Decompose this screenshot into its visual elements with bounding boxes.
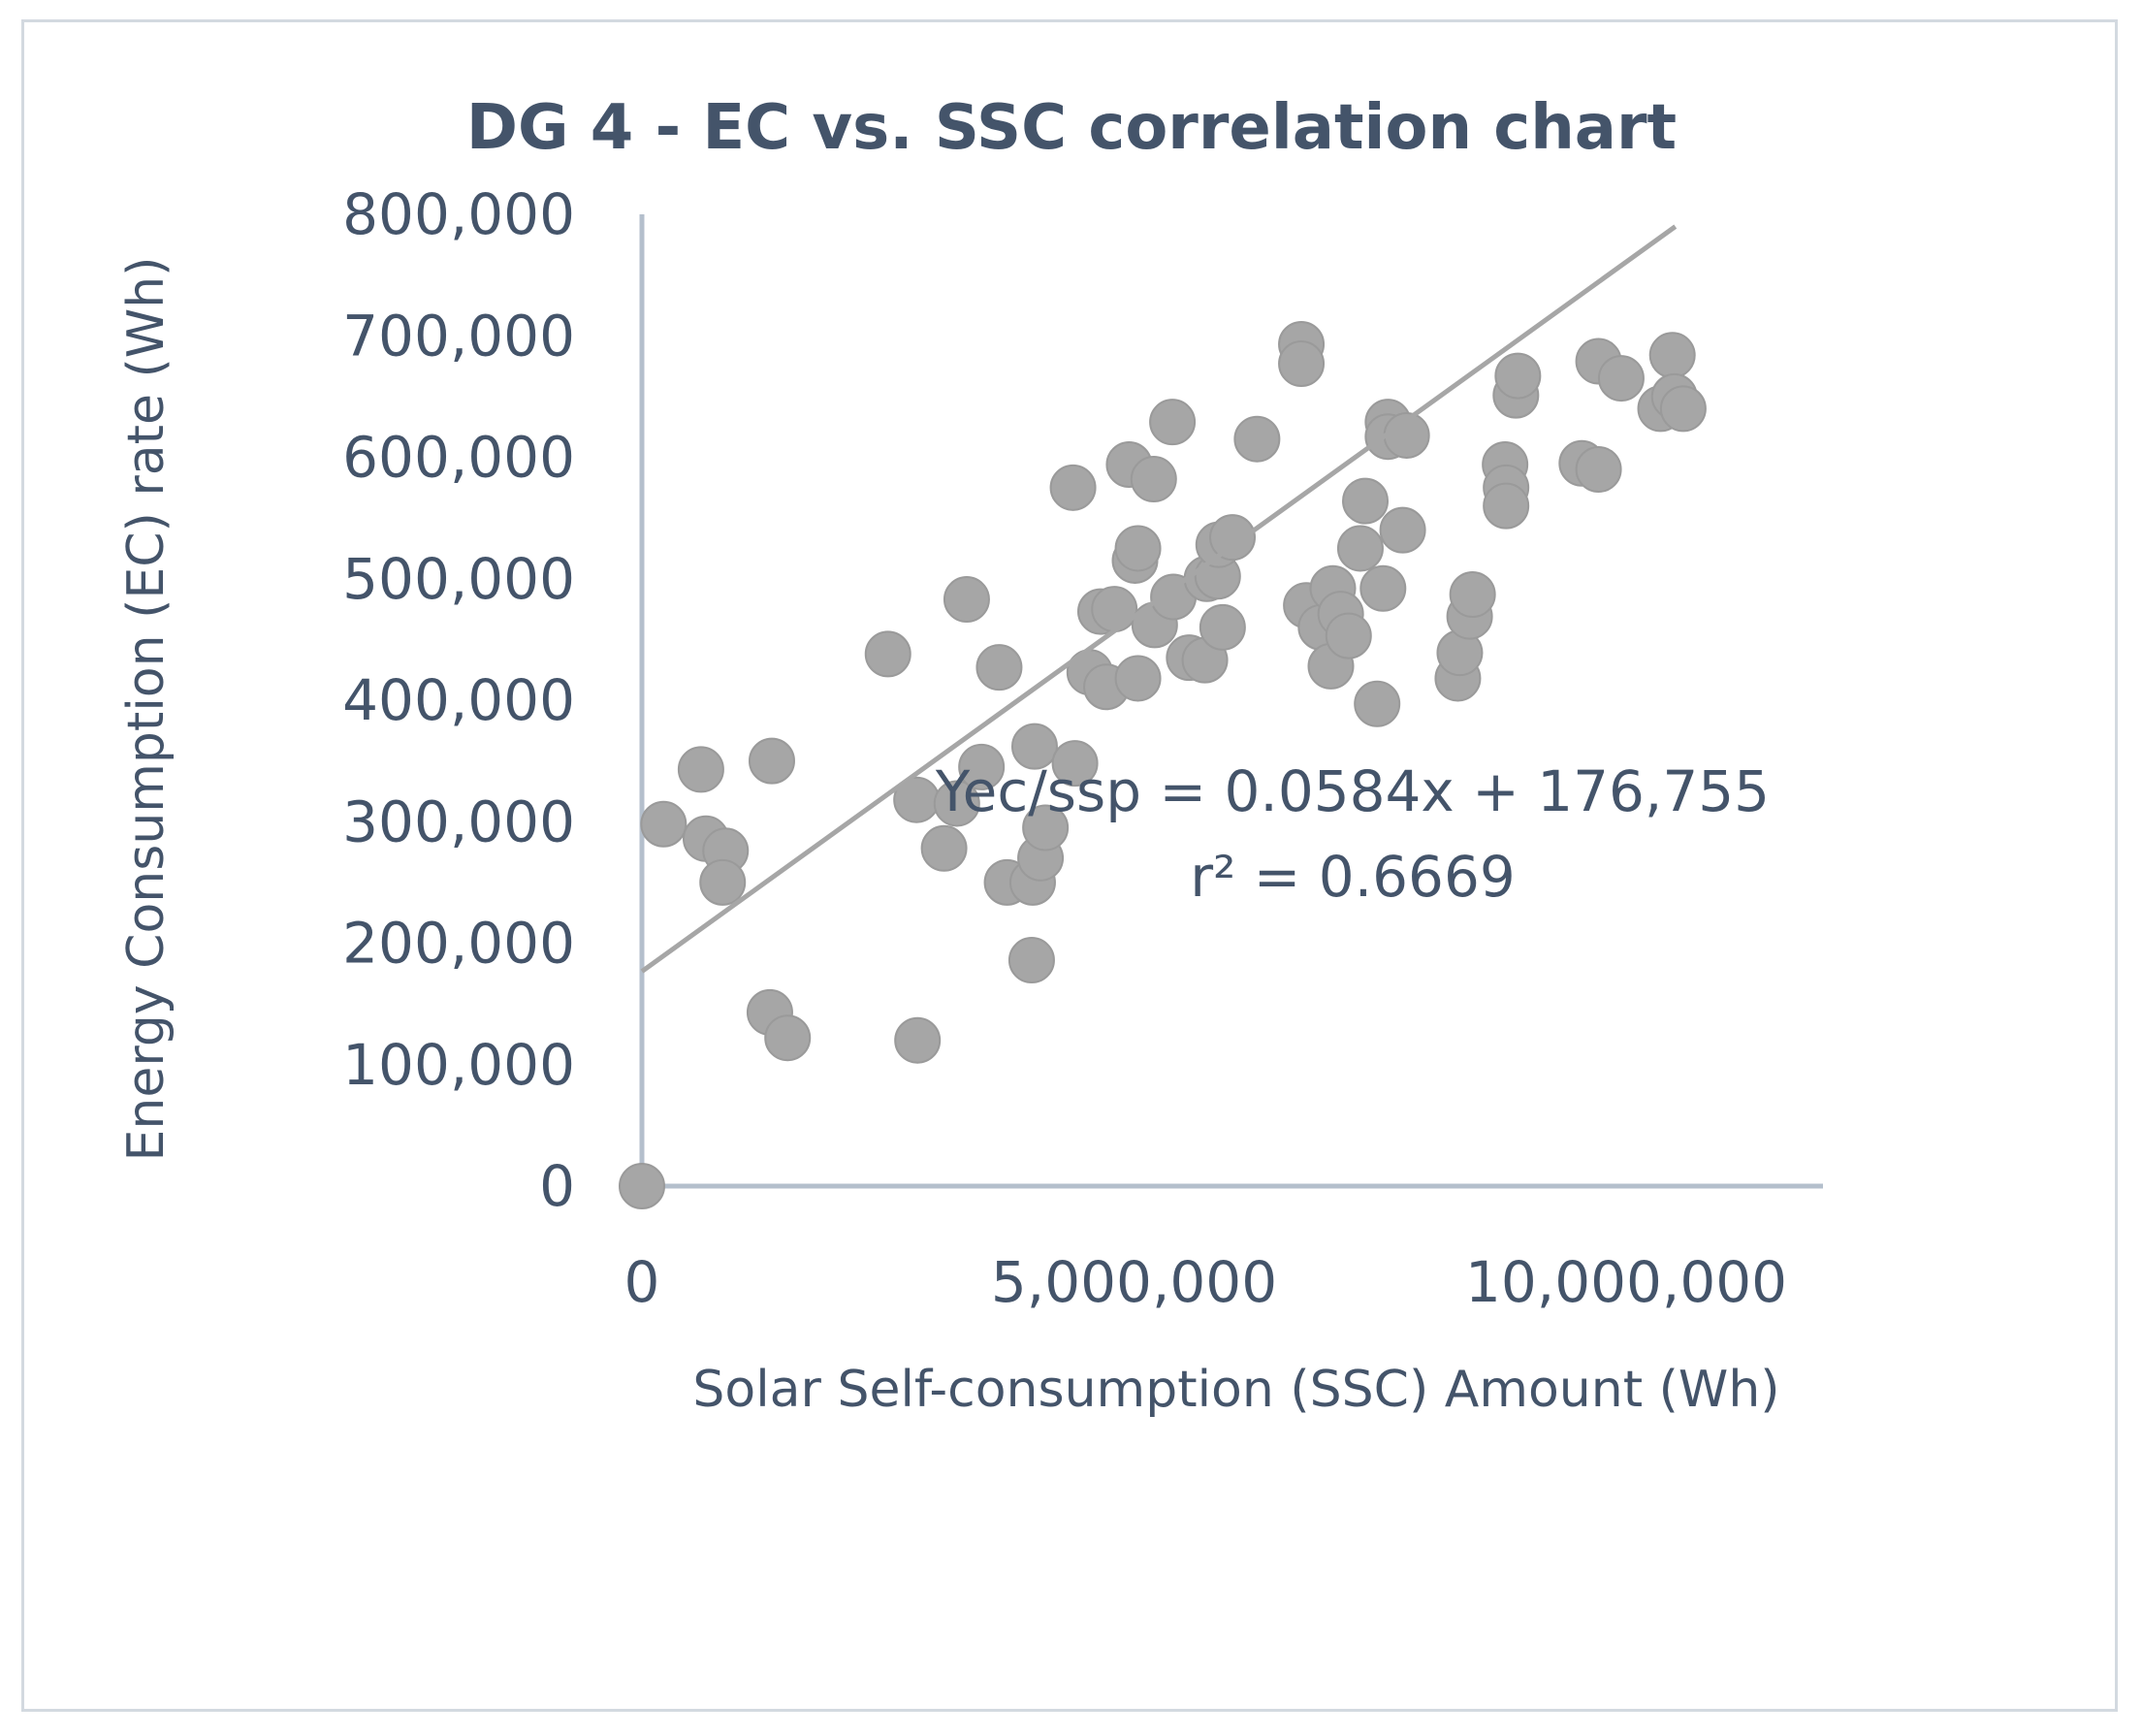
data-point bbox=[764, 1014, 812, 1062]
x-tick-label: 5,000,000 bbox=[991, 1249, 1277, 1315]
x-axis-ticks: 0 5,000,000 10,000,000 bbox=[624, 1249, 1788, 1315]
y-tick-label: 0 bbox=[539, 1153, 575, 1219]
data-point bbox=[619, 1163, 665, 1209]
y-tick-label: 800,000 bbox=[342, 181, 575, 247]
chart-title: DG 4 - EC vs. SSC correlation chart bbox=[466, 92, 1677, 164]
y-tick-label: 200,000 bbox=[342, 911, 575, 977]
data-point bbox=[864, 630, 911, 678]
data-point bbox=[1049, 464, 1097, 511]
data-point bbox=[1051, 740, 1099, 788]
data-point bbox=[1022, 804, 1070, 852]
r-squared-label: r² = 0.6669 bbox=[1190, 844, 1516, 910]
y-axis-title: Energy Consumption (EC) rate (Wh) bbox=[117, 257, 176, 1162]
data-point bbox=[1130, 456, 1177, 503]
data-point bbox=[1199, 603, 1246, 651]
y-tick-label: 300,000 bbox=[342, 788, 575, 854]
y-tick-label: 500,000 bbox=[342, 546, 575, 612]
data-point bbox=[1336, 525, 1384, 572]
data-point bbox=[1359, 564, 1407, 612]
x-axis-title: Solar Self-consumption (SSC) Amount (Wh) bbox=[692, 1361, 1779, 1419]
data-point bbox=[975, 644, 1023, 691]
y-tick-label: 100,000 bbox=[342, 1032, 575, 1098]
data-point bbox=[1659, 385, 1707, 433]
data-point bbox=[1575, 446, 1622, 494]
data-point bbox=[1354, 680, 1401, 727]
data-points bbox=[619, 321, 1707, 1209]
data-point bbox=[958, 743, 1006, 790]
data-point bbox=[894, 1016, 942, 1064]
y-axis-ticks: 0 100,000 200,000 300,000 400,000 500,000 600,… bbox=[342, 181, 575, 1219]
data-point bbox=[933, 780, 980, 827]
data-point bbox=[677, 746, 724, 793]
data-point bbox=[640, 800, 687, 848]
chart-frame bbox=[21, 19, 2118, 1712]
data-point bbox=[1007, 937, 1055, 984]
data-point bbox=[748, 737, 795, 785]
trendline-equation: Yec/ssp = 0.0584x + 176,755 bbox=[935, 758, 1770, 824]
data-point bbox=[1233, 415, 1281, 463]
y-tick-label: 600,000 bbox=[342, 425, 575, 491]
data-point bbox=[699, 858, 747, 906]
data-point bbox=[1149, 399, 1197, 446]
y-tick-label: 400,000 bbox=[342, 667, 575, 733]
data-point bbox=[1209, 514, 1256, 562]
x-tick-label: 0 bbox=[624, 1249, 660, 1315]
trendline bbox=[640, 224, 1678, 974]
x-tick-label: 10,000,000 bbox=[1465, 1249, 1787, 1315]
data-point bbox=[1278, 340, 1326, 388]
data-point bbox=[1010, 723, 1058, 770]
data-point bbox=[1325, 612, 1372, 659]
data-point bbox=[1449, 571, 1496, 619]
data-point bbox=[1379, 506, 1426, 554]
data-point bbox=[1342, 477, 1390, 525]
data-point bbox=[1648, 332, 1696, 379]
data-point bbox=[1494, 352, 1542, 400]
data-point bbox=[1597, 355, 1645, 402]
data-point bbox=[1114, 525, 1162, 572]
data-point bbox=[943, 576, 990, 624]
data-point bbox=[1091, 586, 1138, 633]
data-point bbox=[920, 824, 968, 872]
data-point bbox=[1114, 655, 1162, 702]
data-point bbox=[1483, 482, 1530, 530]
y-tick-label: 700,000 bbox=[342, 303, 575, 369]
